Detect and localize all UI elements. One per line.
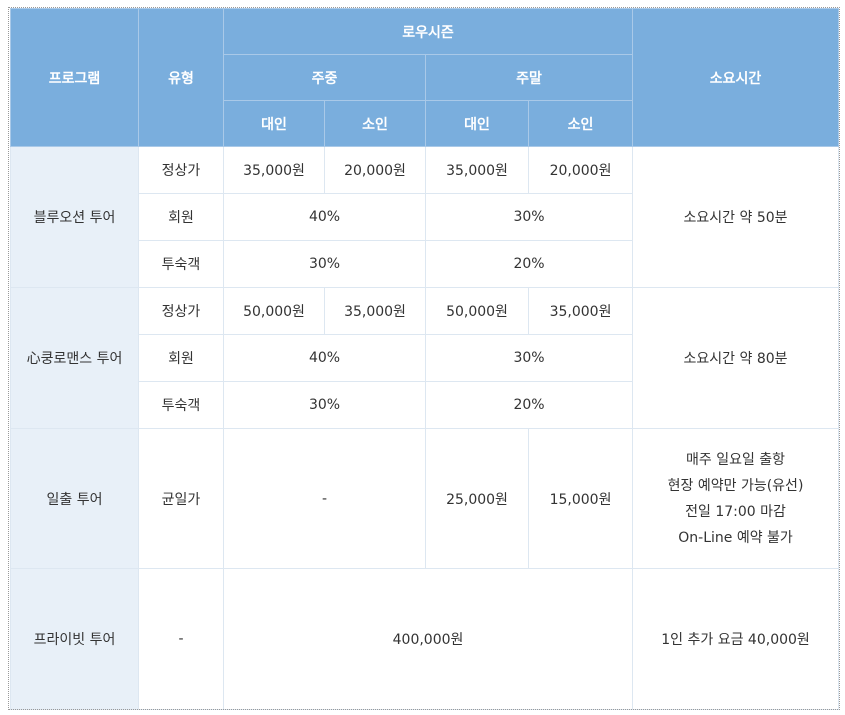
header-weekday: 주중 <box>223 54 426 101</box>
header-row-1: 프로그램 유형 로우시즌 소요시간 <box>10 8 840 147</box>
type-cell: - <box>138 568 224 710</box>
price-cell: 35,000원 <box>324 287 426 335</box>
notes-cell: 매주 일요일 출항 현장 예약만 가능(유선) 전일 17:00 마감 On-L… <box>632 428 840 569</box>
duration-cell: 소요시간 약 50분 <box>632 146 840 288</box>
program-name-private: 프라이빗 투어 <box>10 568 139 710</box>
table-row: 회원 40% 30% <box>11 334 839 382</box>
price-cell: 400,000원 <box>222 568 634 710</box>
type-cell: 회원 <box>138 334 224 382</box>
price-cell: 15,000원 <box>527 428 634 569</box>
type-cell: 정상가 <box>138 287 224 335</box>
discount-cell: 30% <box>223 381 426 429</box>
price-cell: 35,000원 <box>223 146 325 194</box>
note-line: On-Line 예약 불가 <box>678 529 793 546</box>
header-row-3: 대인 소인 대인 소인 <box>11 100 839 147</box>
price-cell: 50,000원 <box>223 287 325 335</box>
header-row-2: 주중 주말 <box>11 54 839 101</box>
table-row: 프라이빗 투어 - 400,000원 1인 추가 요금 40,000원 <box>10 568 840 710</box>
price-cell: 25,000원 <box>425 428 529 569</box>
price-cell: 20,000원 <box>324 146 426 194</box>
type-cell: 균일가 <box>138 428 224 569</box>
discount-cell: 40% <box>223 193 426 241</box>
header-weekend-adult: 대인 <box>425 100 529 147</box>
header-duration: 소요시간 <box>632 8 840 147</box>
table-row: 일출 투어 균일가 - 25,000원 15,000원 매주 일요일 출항 현장… <box>10 428 840 569</box>
header-low-season: 로우시즌 <box>222 8 634 55</box>
type-cell: 투숙객 <box>138 381 224 429</box>
header-weekday-child: 소인 <box>324 100 426 147</box>
price-cell: - <box>223 428 426 569</box>
discount-cell: 40% <box>223 334 426 382</box>
table-row: 心쿵로맨스 투어 정상가 50,000원 35,000원 50,000원 35,… <box>10 287 840 429</box>
type-cell: 정상가 <box>138 146 224 194</box>
header-weekend: 주말 <box>424 54 634 101</box>
table-row: 회원 40% 30% <box>11 193 839 241</box>
note-line: 현장 예약만 가능(유선) <box>667 477 804 494</box>
program-name-sunrise: 일출 투어 <box>10 428 139 569</box>
price-cell: 35,000원 <box>425 146 529 194</box>
header-program: 프로그램 <box>10 8 139 147</box>
table-row: 블루오션 투어 정상가 35,000원 20,000원 35,000원 20,0… <box>10 146 840 288</box>
duration-cell: 소요시간 약 80분 <box>632 287 840 429</box>
program-name-blue-ocean: 블루오션 투어 <box>10 146 139 288</box>
duration-cell: 1인 추가 요금 40,000원 <box>632 568 840 710</box>
discount-cell: 30% <box>424 334 634 382</box>
note-line: 전일 17:00 마감 <box>685 503 786 520</box>
price-table: 프로그램 유형 로우시즌 소요시간 주중 주말 대인 소인 대인 소인 블루오션… <box>10 8 840 710</box>
discount-cell: 30% <box>424 193 634 241</box>
discount-cell: 30% <box>223 240 426 288</box>
table-row: 투숙객 30% 20% <box>11 240 839 288</box>
price-cell: 35,000원 <box>527 287 634 335</box>
header-type: 유형 <box>138 8 224 147</box>
program-name-romance: 心쿵로맨스 투어 <box>10 287 139 429</box>
discount-cell: 20% <box>424 381 634 429</box>
price-cell: 20,000원 <box>527 146 634 194</box>
discount-cell: 20% <box>424 240 634 288</box>
header-weekend-child: 소인 <box>527 100 634 147</box>
type-cell: 회원 <box>138 193 224 241</box>
price-cell: 50,000원 <box>425 287 529 335</box>
price-table-container: 프로그램 유형 로우시즌 소요시간 주중 주말 대인 소인 대인 소인 블루오션… <box>10 8 840 710</box>
type-cell: 투숙객 <box>138 240 224 288</box>
note-line: 매주 일요일 출항 <box>686 451 786 468</box>
header-weekday-adult: 대인 <box>223 100 325 147</box>
